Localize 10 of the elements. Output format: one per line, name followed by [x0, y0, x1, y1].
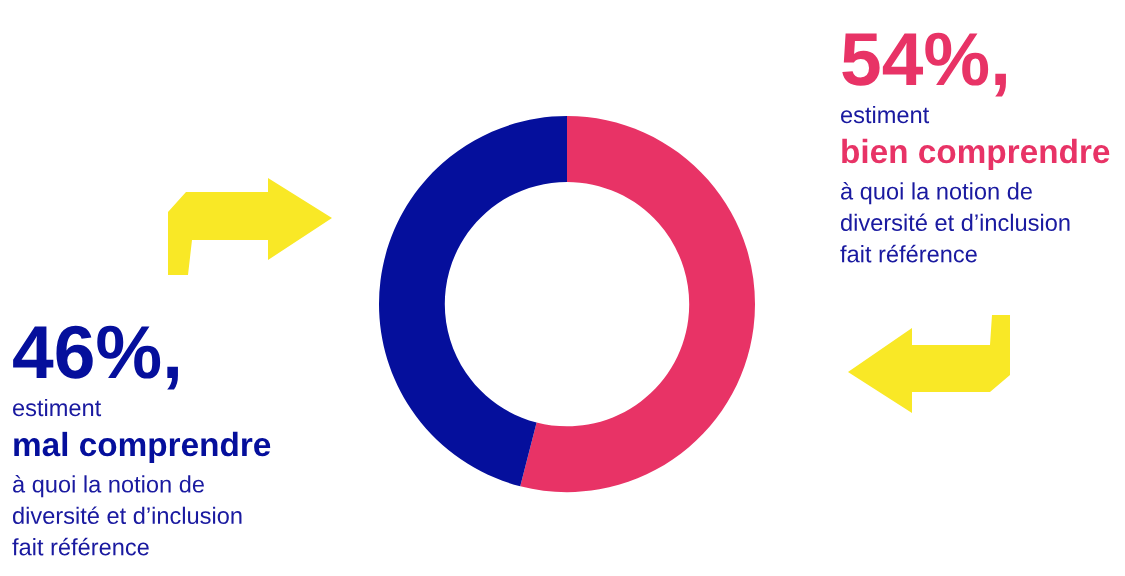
donut-slice [520, 116, 755, 493]
text: estiment [841, 105, 930, 124]
text: à quoi la notion de diversité et d’inclusion fait référence [12, 475, 242, 556]
data-label: 54%, [842, 32, 1006, 97]
donut-slice [379, 116, 567, 487]
text: à quoi la notion de diversité et d’inclusion fait référence [840, 182, 1070, 263]
text: bien comprendre [842, 138, 1110, 170]
data-label: 46%, [13, 325, 178, 390]
text: mal comprendre [14, 431, 271, 463]
text: estiment [13, 398, 102, 417]
